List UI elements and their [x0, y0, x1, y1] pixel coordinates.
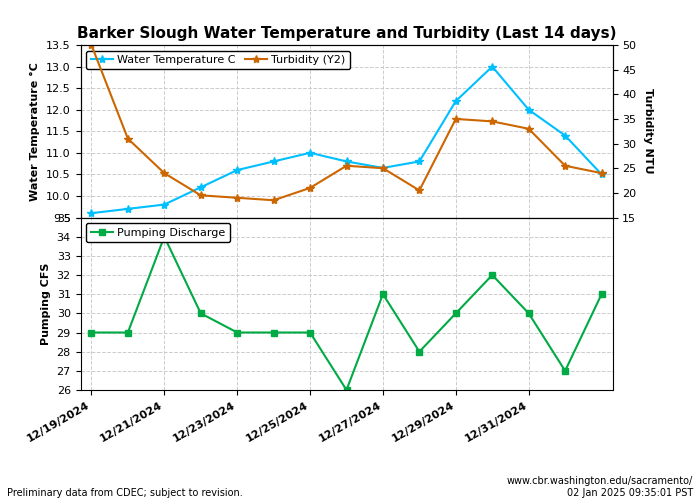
Water Temperature C [124, 206, 132, 212]
Text: www.cbr.washington.edu/sacramento/
02 Jan 2025 09:35:01 PST: www.cbr.washington.edu/sacramento/ 02 Ja… [507, 476, 693, 498]
Pumping Discharge [597, 291, 606, 297]
Pumping Discharge [197, 310, 205, 316]
Water Temperature C [379, 165, 387, 171]
Pumping Discharge [452, 310, 460, 316]
Pumping Discharge [160, 234, 169, 239]
Water Temperature C [342, 158, 351, 164]
Turbidity (Y2) [597, 170, 606, 176]
Turbidity (Y2) [415, 188, 424, 194]
Pumping Discharge [488, 272, 496, 278]
Turbidity (Y2) [124, 136, 132, 141]
Line: Water Temperature C: Water Temperature C [88, 62, 606, 218]
Water Temperature C [197, 184, 205, 190]
Water Temperature C [561, 132, 569, 138]
Y-axis label: Pumping CFS: Pumping CFS [41, 262, 51, 345]
Water Temperature C [270, 158, 278, 164]
Turbidity (Y2) [452, 116, 460, 122]
Water Temperature C [88, 210, 96, 216]
Pumping Discharge [306, 330, 314, 336]
Turbidity (Y2) [379, 165, 387, 171]
Line: Turbidity (Y2): Turbidity (Y2) [88, 41, 606, 204]
Title: Barker Slough Water Temperature and Turbidity (Last 14 days): Barker Slough Water Temperature and Turb… [77, 26, 616, 41]
Turbidity (Y2) [233, 195, 242, 201]
Turbidity (Y2) [88, 42, 96, 48]
Pumping Discharge [270, 330, 278, 336]
Turbidity (Y2) [197, 192, 205, 198]
Water Temperature C [452, 98, 460, 104]
Turbidity (Y2) [524, 126, 533, 132]
Legend: Water Temperature C, Turbidity (Y2): Water Temperature C, Turbidity (Y2) [86, 50, 350, 70]
Turbidity (Y2) [488, 118, 496, 124]
Turbidity (Y2) [306, 185, 314, 191]
Pumping Discharge [415, 348, 424, 354]
Turbidity (Y2) [270, 197, 278, 203]
Line: Pumping Discharge: Pumping Discharge [89, 234, 604, 393]
Pumping Discharge [379, 291, 387, 297]
Y-axis label: Water Temperature °C: Water Temperature °C [30, 62, 41, 200]
Turbidity (Y2) [342, 163, 351, 169]
Water Temperature C [488, 64, 496, 70]
Pumping Discharge [524, 310, 533, 316]
Pumping Discharge [88, 330, 96, 336]
Water Temperature C [160, 202, 169, 207]
Pumping Discharge [233, 330, 242, 336]
Water Temperature C [306, 150, 314, 156]
Legend: Pumping Discharge: Pumping Discharge [86, 223, 230, 242]
Water Temperature C [524, 106, 533, 112]
Pumping Discharge [124, 330, 132, 336]
Turbidity (Y2) [561, 163, 569, 169]
Turbidity (Y2) [160, 170, 169, 176]
Pumping Discharge [342, 387, 351, 393]
Water Temperature C [597, 172, 606, 177]
Pumping Discharge [561, 368, 569, 374]
Water Temperature C [415, 158, 424, 164]
Water Temperature C [233, 167, 242, 173]
Y-axis label: Turbidity NTU: Turbidity NTU [643, 88, 653, 174]
Text: Preliminary data from CDEC; subject to revision.: Preliminary data from CDEC; subject to r… [7, 488, 243, 498]
